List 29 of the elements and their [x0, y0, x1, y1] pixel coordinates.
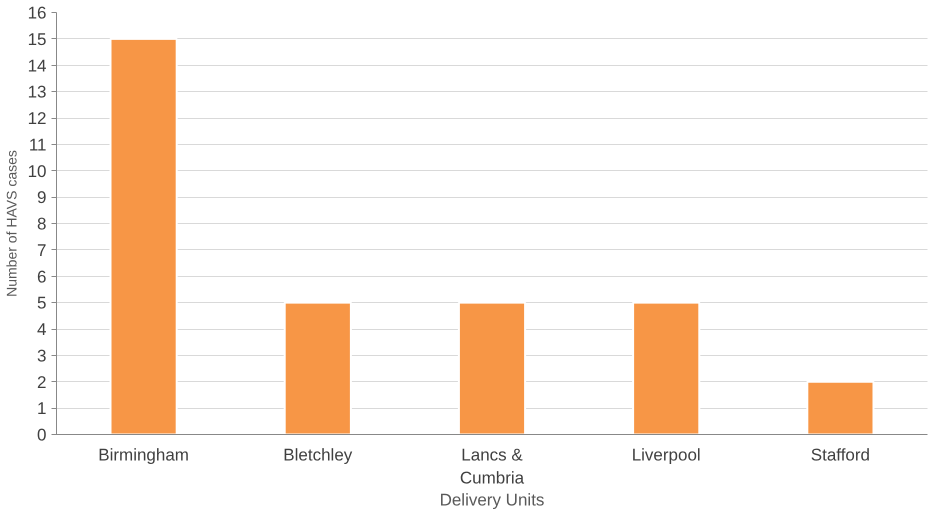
y-tick-label: 8 — [37, 214, 47, 234]
bar — [284, 302, 352, 434]
bar — [458, 302, 526, 434]
y-tick-label: 1 — [37, 399, 47, 418]
y-tick-label: 16 — [28, 4, 47, 22]
x-tick-label: Stafford — [810, 446, 870, 464]
x-tick-label: Lancs & Cumbria — [460, 446, 525, 488]
y-tick-label: 12 — [28, 109, 47, 128]
y-tick-label: 9 — [37, 188, 47, 208]
y-tick-label: 2 — [37, 372, 47, 392]
y-tick-label: 4 — [37, 320, 47, 339]
y-tick-label: 6 — [37, 267, 47, 286]
x-tick-label: Birmingham — [98, 446, 189, 464]
bar — [806, 380, 874, 434]
y-tick-label: 3 — [37, 346, 47, 366]
y-tick-label: 5 — [37, 294, 47, 313]
y-tick-label: 15 — [28, 30, 47, 49]
y-tick-label: 7 — [37, 240, 47, 260]
y-tick-label: 0 — [37, 426, 47, 444]
x-tick-label: Bletchley — [283, 446, 353, 464]
y-tick-label: 11 — [28, 135, 47, 154]
y-tick-label: 13 — [28, 82, 47, 102]
y-tick-label: 10 — [28, 162, 47, 181]
bar — [110, 38, 178, 434]
bar — [632, 302, 700, 434]
y-axis-title: Number of HAVS cases — [4, 150, 20, 297]
x-axis-title: Delivery Units — [440, 490, 544, 510]
x-tick-label: Liverpool — [632, 446, 701, 464]
y-tick-label: 14 — [28, 56, 47, 76]
